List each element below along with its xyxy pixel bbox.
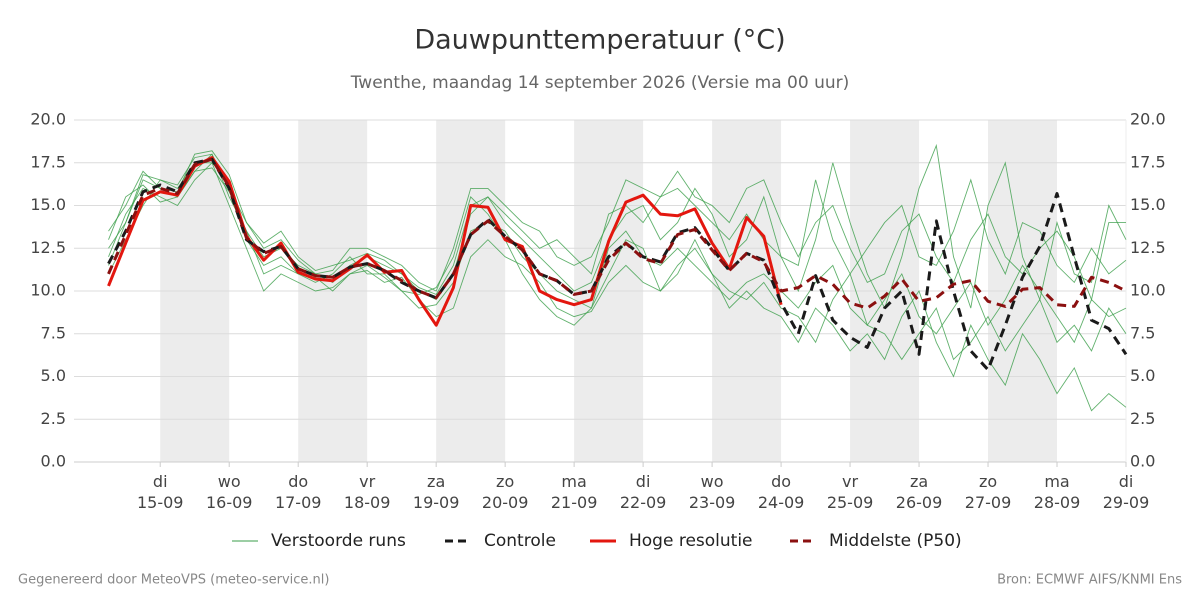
x-tick-label: za 19-09 — [413, 472, 460, 512]
y-tick-label: 2.5 — [41, 409, 66, 428]
x-tick-label: di 22-09 — [620, 472, 667, 512]
y2-tick-label: 0.0 — [1130, 452, 1155, 471]
y-tick-label: 7.5 — [41, 323, 66, 342]
x-tick-label: do 24-09 — [758, 472, 805, 512]
y2-tick-label: 7.5 — [1130, 323, 1155, 342]
legend-label: Hoge resolutie — [629, 531, 753, 551]
footer-right: Bron: ECMWF AIFS/KNMI Ens — [997, 573, 1182, 588]
series-line — [107, 157, 1127, 310]
ensemble-line — [108, 153, 1127, 295]
x-tick-label: vr 25-09 — [827, 472, 874, 512]
y2-tick-label: 10.0 — [1130, 281, 1166, 300]
ensemble-line — [108, 162, 1127, 412]
x-tick-label: wo 23-09 — [689, 472, 736, 512]
x-tick-label: do 17-09 — [275, 472, 322, 512]
y2-tick-label: 20.0 — [1130, 110, 1166, 129]
x-tick-label: vr 18-09 — [344, 472, 391, 512]
chart-title: Dauwpunttemperatuur (°C) — [414, 25, 785, 56]
y2-tick-label: 5.0 — [1130, 366, 1155, 385]
y2-tick-label: 15.0 — [1130, 195, 1166, 214]
y-tick-label: 12.5 — [30, 238, 66, 257]
y-tick-label: 10.0 — [30, 281, 66, 300]
y-tick-label: 20.0 — [30, 110, 66, 129]
ensemble-line — [108, 143, 1127, 310]
x-tick-label: di 15-09 — [137, 472, 184, 512]
ensemble-line — [108, 162, 1127, 361]
chart-subtitle: Twenthe, maandag 14 september 2026 (Vers… — [350, 73, 850, 93]
footer-left: Gegenereerd door MeteoVPS (meteo-service… — [18, 573, 329, 588]
series-line — [107, 156, 783, 327]
y-tick-label: 15.0 — [30, 195, 66, 214]
y-tick-label: 5.0 — [41, 366, 66, 385]
ensemble-line — [108, 167, 1127, 344]
y2-tick-label: 12.5 — [1130, 238, 1166, 257]
x-tick-label: zo 27-09 — [965, 472, 1012, 512]
ensemble-line — [108, 150, 1126, 302]
legend-label: Middelste (P50) — [829, 531, 962, 551]
legend-label: Controle — [484, 531, 556, 551]
legend-label: Verstoorde runs — [271, 531, 406, 551]
x-tick-label: zo 20-09 — [482, 472, 529, 512]
x-tick-label: ma 28-09 — [1034, 472, 1081, 512]
x-tick-label: za 26-09 — [896, 472, 943, 512]
x-tick-label: ma 21-09 — [551, 472, 598, 512]
y2-tick-label: 2.5 — [1130, 409, 1155, 428]
y2-tick-label: 17.5 — [1130, 152, 1166, 171]
x-tick-label: wo 16-09 — [206, 472, 253, 512]
y-tick-label: 0.0 — [41, 452, 66, 471]
x-tick-label: di 29-09 — [1103, 472, 1150, 512]
y-tick-label: 17.5 — [30, 152, 66, 171]
